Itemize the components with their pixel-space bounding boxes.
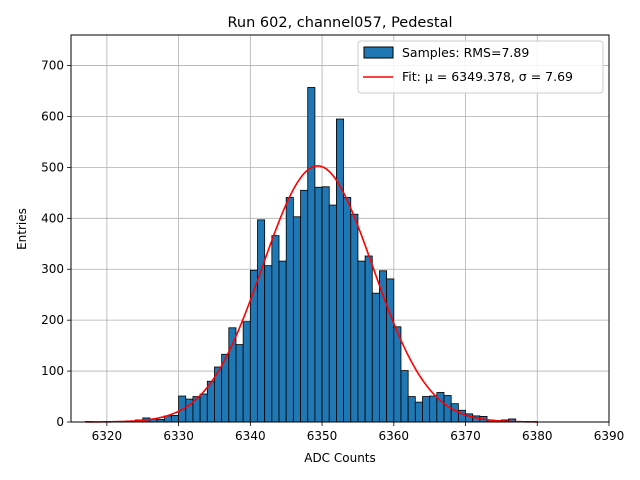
histogram-bar bbox=[350, 213, 359, 423]
histogram-bar bbox=[400, 370, 409, 423]
histogram-bar bbox=[422, 396, 431, 423]
histogram-bar bbox=[249, 269, 258, 423]
histogram-bar bbox=[393, 326, 402, 423]
histogram-bar bbox=[336, 118, 344, 423]
histogram-bar bbox=[264, 265, 273, 423]
histogram-bar bbox=[429, 395, 438, 423]
y-tick-label: 600 bbox=[41, 109, 64, 123]
histogram-bar bbox=[271, 235, 280, 423]
histogram-bars bbox=[84, 87, 538, 423]
x-tick-label: 6350 bbox=[307, 429, 338, 443]
plot-frame bbox=[70, 34, 610, 423]
legend-histogram-swatch bbox=[363, 46, 394, 59]
legend-histogram-label: Samples: RMS=7.89 bbox=[402, 45, 529, 60]
histogram-bar bbox=[328, 204, 337, 423]
y-tick-label: 700 bbox=[41, 59, 64, 73]
histogram-bar bbox=[314, 186, 323, 423]
legend: Samples: RMS=7.89 Fit: μ = 6349.378, σ =… bbox=[357, 40, 604, 94]
histogram-bar bbox=[228, 327, 237, 423]
histogram-bar bbox=[321, 186, 330, 423]
y-tick-label: 500 bbox=[41, 160, 64, 174]
y-tick-label: 0 bbox=[56, 415, 64, 429]
x-axis-ticks: 6320 6330 6340 6350 6360 6370 6380 6390 bbox=[92, 422, 625, 443]
histogram-bar bbox=[257, 219, 266, 423]
x-tick-label: 6340 bbox=[235, 429, 266, 443]
x-tick-label: 6330 bbox=[163, 429, 194, 443]
fit-curve bbox=[85, 165, 538, 423]
x-tick-label: 6320 bbox=[92, 429, 123, 443]
y-tick-label: 200 bbox=[41, 313, 64, 327]
histogram-bar bbox=[242, 321, 251, 423]
y-axis-label: Entries bbox=[15, 208, 29, 250]
histogram-bar bbox=[235, 344, 244, 423]
x-tick-label: 6380 bbox=[522, 429, 553, 443]
y-tick-label: 400 bbox=[41, 211, 64, 225]
histogram-bar bbox=[371, 292, 380, 423]
histogram-bar bbox=[414, 401, 423, 423]
histogram-bar bbox=[407, 396, 416, 423]
x-tick-label: 6370 bbox=[450, 429, 481, 443]
fit-curve-layer bbox=[85, 165, 538, 423]
histogram-bar bbox=[357, 260, 366, 423]
histogram-bar bbox=[450, 403, 459, 423]
histogram-bar bbox=[364, 255, 373, 423]
histogram-bar bbox=[278, 260, 287, 423]
y-axis-ticks: 0 100 200 300 400 500 600 700 bbox=[41, 59, 71, 429]
legend-fit-label: Fit: μ = 6349.378, σ = 7.69 bbox=[402, 69, 573, 84]
histogram-bar bbox=[206, 380, 215, 423]
x-tick-label: 6360 bbox=[379, 429, 410, 443]
histogram-bar bbox=[307, 87, 316, 423]
chart-title: Run 602, channel057, Pedestal bbox=[227, 15, 452, 31]
histogram-bar bbox=[292, 216, 301, 423]
x-axis-label: ADC Counts bbox=[304, 451, 376, 465]
y-tick-label: 100 bbox=[41, 364, 64, 378]
histogram-bar bbox=[285, 197, 294, 423]
histogram-bar bbox=[443, 395, 452, 423]
y-tick-label: 300 bbox=[41, 262, 64, 276]
histogram-bar bbox=[199, 393, 208, 423]
histogram-bar bbox=[343, 197, 352, 423]
histogram-bar bbox=[386, 278, 395, 423]
histogram-bar bbox=[300, 189, 309, 423]
histogram-bar bbox=[436, 392, 445, 423]
histogram-bar bbox=[171, 414, 179, 423]
x-tick-label: 6390 bbox=[594, 429, 625, 443]
legend-box bbox=[357, 40, 604, 94]
